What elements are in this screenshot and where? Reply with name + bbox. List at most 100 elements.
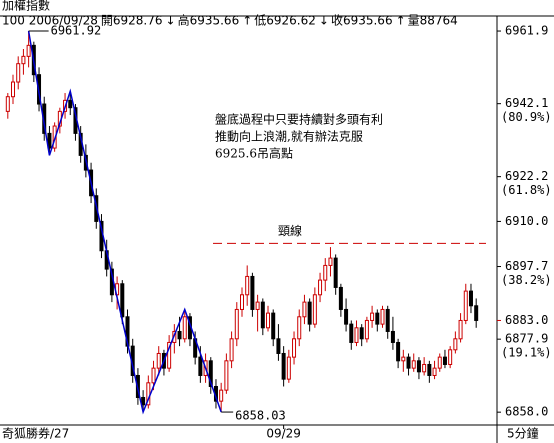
candle-body [239, 294, 244, 310]
neckline-label: 頸線 [278, 223, 302, 238]
candle-body [416, 360, 421, 373]
chart-title: 加權指數 [2, 0, 50, 13]
fib-label: (19.1%) [501, 346, 552, 360]
candle-body [16, 63, 21, 83]
annotation: 6925.6吊高點 [215, 146, 293, 161]
candle-body [120, 283, 125, 318]
candle-body [47, 132, 52, 149]
candle-body [385, 308, 390, 332]
candle-body [26, 44, 31, 57]
y-tick-label: 6942.1 [505, 96, 548, 110]
candle-body [344, 308, 349, 325]
candle-body [468, 290, 473, 307]
candle-body [292, 338, 297, 358]
candle-body [245, 275, 250, 296]
candle-body [229, 338, 234, 362]
trough-label: 6858.03 [235, 409, 286, 423]
y-tick-label: 6961.9 [505, 24, 548, 38]
candle-body [375, 312, 380, 325]
candle-body [141, 396, 146, 406]
y-tick-label: 6922.2 [505, 169, 548, 183]
header-info: 高6935.66 [178, 13, 240, 28]
candle-body [182, 316, 187, 340]
candle-body [234, 308, 239, 340]
header-info: 低6926.62 [254, 14, 316, 28]
candle-body [380, 308, 385, 325]
x-tick-label: 09/29 [266, 427, 301, 441]
fib-label: (61.8%) [501, 183, 552, 197]
candle-body [427, 363, 432, 376]
candle-body [453, 338, 458, 351]
candle-body [281, 352, 286, 380]
candle-body [323, 264, 328, 281]
candle-body [224, 360, 229, 391]
footer-left: 奇狐勝券/27 [2, 426, 69, 441]
candle-body [198, 356, 203, 376]
y-tick-label: 6910.0 [505, 214, 548, 228]
header-info: ↑ [396, 14, 406, 28]
fib-label: (38.2%) [501, 273, 552, 287]
header-info: ↑ [242, 14, 252, 28]
candle-body [208, 360, 213, 387]
header-info: 量88764 [408, 14, 458, 28]
candle-body [156, 352, 161, 369]
candle-body [219, 389, 224, 402]
candle-body [370, 312, 375, 321]
candle-body [406, 356, 411, 369]
wave-line [27, 30, 222, 415]
candle-body [442, 356, 447, 365]
candle-body [437, 356, 442, 369]
y-tick-label: 6897.7 [505, 259, 548, 273]
fib-label: (80.9%) [501, 110, 552, 124]
candle-body [167, 341, 172, 369]
candle-body [422, 363, 427, 373]
candle-body [276, 338, 281, 354]
candle-body [260, 301, 265, 329]
candle-body [364, 319, 369, 340]
y-tick-label: 6858.0 [505, 405, 548, 419]
candle-body [297, 316, 302, 340]
candle-body [328, 257, 333, 266]
candle-body [359, 327, 364, 340]
candle-body [401, 356, 406, 362]
candle-body [177, 330, 182, 340]
footer-right: 5分鐘 [507, 426, 539, 441]
candle-body [312, 294, 317, 325]
candle-body [21, 55, 26, 65]
candle-body [333, 257, 338, 288]
candle-body [302, 301, 307, 318]
candle-body [458, 319, 463, 340]
header-info: 100 2006/09/28 [2, 14, 98, 28]
candle-body [307, 301, 312, 325]
header-info: 收6935.66 [331, 14, 393, 28]
candle-body [68, 99, 73, 109]
candle-body [255, 301, 260, 310]
last-price-label: 6883.0 [505, 313, 548, 327]
candle-body [318, 279, 323, 296]
candle-body [349, 323, 354, 343]
peak-label: 6961.92 [51, 23, 102, 37]
candle-body [411, 360, 416, 369]
candle-body [250, 275, 255, 310]
candle-body [151, 367, 156, 384]
candle-body [448, 349, 453, 365]
candle-body [396, 341, 401, 362]
candle-body [390, 330, 395, 343]
header-info: ↓ [319, 14, 329, 28]
candle-body [463, 290, 468, 321]
candle-body [286, 356, 291, 380]
candle-body [338, 286, 343, 310]
candle-body [11, 81, 16, 98]
candle-body [432, 367, 437, 376]
header-info: 開6928.76 [101, 14, 163, 28]
candle-body [354, 327, 359, 343]
candle-body [271, 312, 276, 340]
candle-body [266, 312, 271, 329]
candle-body [5, 96, 10, 112]
header-info: ↓ [166, 14, 176, 28]
candle-body [474, 305, 479, 321]
y-tick-label: 6877.9 [505, 332, 548, 346]
annotation: 盤底過程中只要持續對多頭有利 [215, 112, 383, 127]
